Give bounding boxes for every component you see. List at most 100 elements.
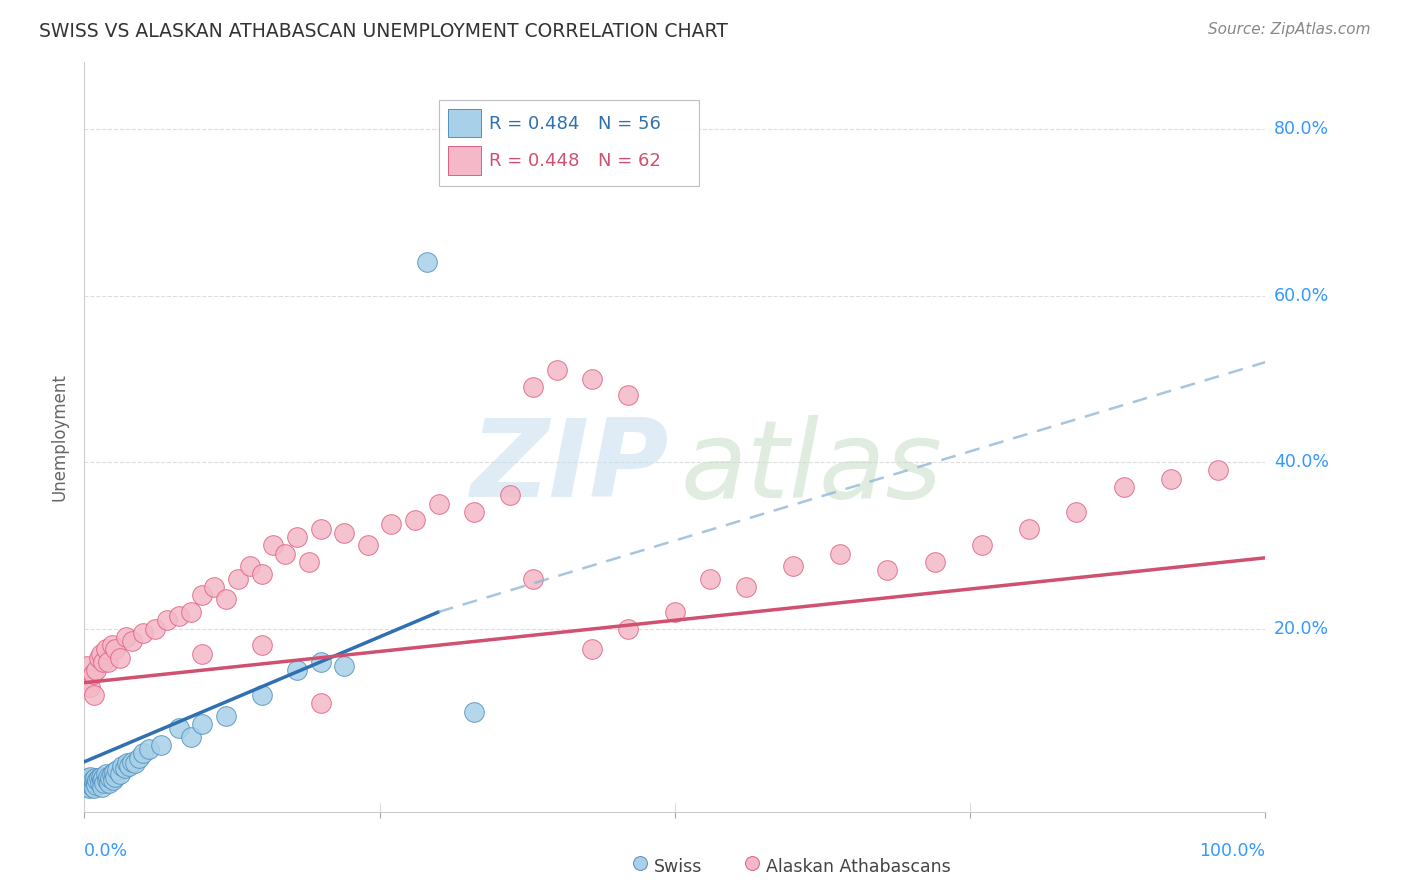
Point: [121, 755, 143, 769]
Point: [94, 767, 117, 781]
Point: [274, 547, 297, 561]
Point: [79, 775, 101, 789]
Point: [333, 525, 356, 540]
Text: N = 56: N = 56: [598, 115, 661, 133]
Point: [108, 650, 131, 665]
Text: Swiss: Swiss: [654, 858, 702, 876]
Text: R = 0.448: R = 0.448: [489, 152, 579, 169]
Point: [262, 538, 284, 552]
Point: [202, 580, 225, 594]
Point: [97, 655, 120, 669]
Point: [101, 773, 124, 788]
FancyBboxPatch shape: [449, 146, 481, 175]
Text: 20.0%: 20.0%: [1274, 620, 1329, 638]
Point: [84, 772, 107, 786]
Point: [699, 572, 721, 586]
Point: [83, 688, 105, 702]
Text: ZIP: ZIP: [471, 414, 669, 520]
Point: [298, 555, 321, 569]
Point: [90, 647, 112, 661]
Point: [250, 688, 273, 702]
Point: [91, 780, 114, 794]
Point: [285, 663, 308, 677]
Point: [115, 756, 138, 771]
Point: [94, 642, 117, 657]
Point: [87, 772, 110, 786]
Text: Source: ZipAtlas.com: Source: ZipAtlas.com: [1208, 22, 1371, 37]
Point: [226, 572, 249, 586]
Point: [416, 255, 439, 269]
Point: [581, 642, 603, 657]
Point: [132, 747, 155, 761]
Point: [830, 547, 852, 561]
Point: [581, 372, 603, 386]
Point: [250, 638, 273, 652]
Point: [108, 767, 131, 781]
Point: [77, 672, 100, 686]
Point: [427, 497, 450, 511]
Point: [522, 572, 544, 586]
Point: [782, 559, 804, 574]
Point: [114, 761, 136, 775]
Point: [90, 770, 112, 784]
Point: [104, 642, 127, 657]
Point: [100, 638, 122, 652]
Point: [91, 773, 114, 788]
Point: [309, 697, 332, 711]
Point: [150, 738, 173, 752]
Point: [84, 778, 107, 792]
Point: [156, 613, 179, 627]
Point: [215, 709, 238, 723]
Point: [180, 730, 202, 744]
Point: [876, 563, 898, 577]
Point: [734, 580, 756, 594]
Point: [76, 778, 98, 792]
Point: [82, 780, 104, 794]
Point: [1066, 505, 1088, 519]
Text: SWISS VS ALASKAN ATHABASCAN UNEMPLOYMENT CORRELATION CHART: SWISS VS ALASKAN ATHABASCAN UNEMPLOYMENT…: [39, 22, 728, 41]
Point: [82, 773, 104, 788]
Point: [77, 780, 100, 794]
Point: [84, 663, 107, 677]
Point: [285, 530, 308, 544]
Point: [1160, 472, 1182, 486]
Text: Alaskan Athabascans: Alaskan Athabascans: [766, 858, 950, 876]
Text: 40.0%: 40.0%: [1274, 453, 1329, 471]
Point: [98, 775, 121, 789]
Point: [1206, 463, 1229, 477]
Point: [91, 655, 114, 669]
Point: [103, 764, 125, 779]
Point: [77, 772, 100, 786]
Point: [924, 555, 946, 569]
Point: [239, 559, 262, 574]
Point: [77, 773, 100, 788]
Point: [463, 505, 485, 519]
Point: [114, 630, 136, 644]
Text: 0.0%: 0.0%: [84, 842, 128, 860]
Point: [138, 742, 160, 756]
Point: [79, 770, 101, 784]
Point: [309, 655, 332, 669]
Point: [498, 488, 520, 502]
Point: [309, 522, 332, 536]
Point: [104, 770, 127, 784]
Point: [404, 513, 426, 527]
Point: [79, 680, 101, 694]
Text: 60.0%: 60.0%: [1274, 286, 1329, 304]
Point: [80, 778, 103, 792]
Point: [463, 705, 485, 719]
Point: [616, 388, 638, 402]
Point: [76, 659, 98, 673]
Point: [100, 767, 122, 781]
Point: [87, 650, 110, 665]
Point: [83, 775, 105, 789]
Point: [191, 647, 214, 661]
Point: [143, 622, 166, 636]
Point: [180, 605, 202, 619]
Text: 80.0%: 80.0%: [1274, 120, 1329, 138]
Point: [86, 773, 108, 788]
Point: [616, 622, 638, 636]
Point: [124, 756, 146, 771]
Point: [167, 609, 190, 624]
Text: R = 0.484: R = 0.484: [489, 115, 579, 133]
